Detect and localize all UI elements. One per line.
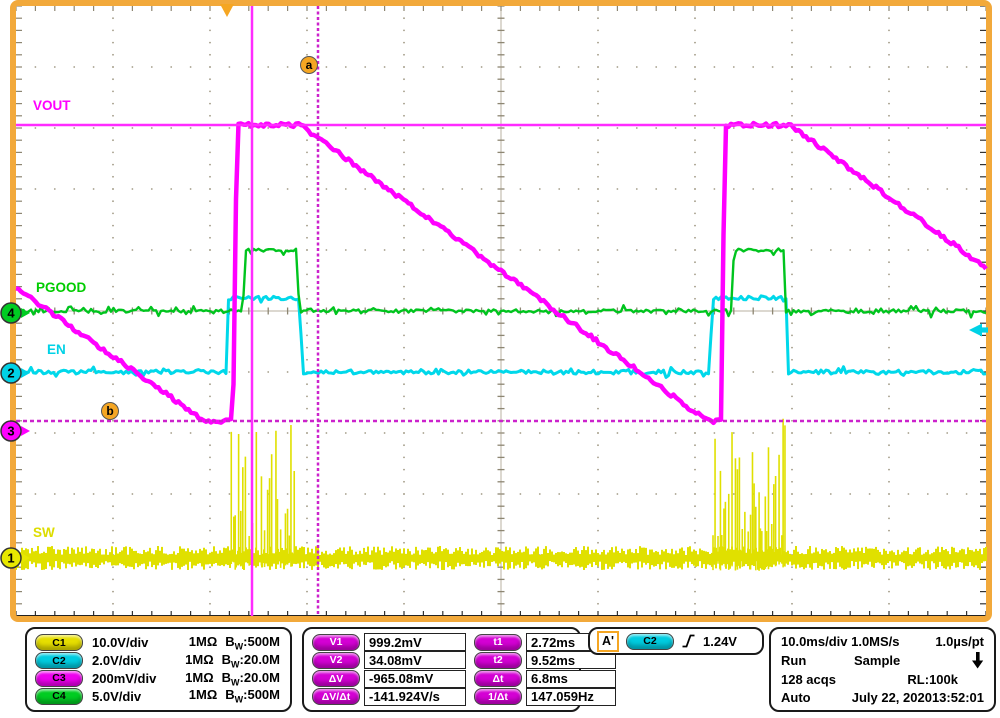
cursor-readout-panel: V1 999.2mV V2 34.08mV ΔV -965.08mV ΔV/Δt -14… <box>302 627 616 712</box>
time-label: 13:52:01 <box>931 690 984 705</box>
voltage-cursor-column: V1 999.2mV V2 34.08mV ΔV -965.08mV ΔV/Δt -14… <box>312 633 466 706</box>
channel-settings-panel: C1 10.0V/div 1MΩ BW:500M C2 2.0V/div 1MΩ B… <box>25 627 292 712</box>
channel-c2-scale: 2.0V/div <box>92 653 142 669</box>
svg-text:b: b <box>106 404 113 418</box>
channel-c1-button[interactable]: C1 <box>35 634 83 652</box>
channel-row: C2 2.0V/div 1MΩ BW:20.0M <box>35 652 280 670</box>
channel-c3-impedance: 1MΩ BW:20.0M <box>185 670 280 688</box>
cursor-freq-pill[interactable]: 1/Δt <box>474 688 522 706</box>
cursor-v1-pill[interactable]: V1 <box>312 633 360 651</box>
trigger-label: A' <box>597 630 619 652</box>
channel-badge-marker-2[interactable]: 2 <box>0 362 30 384</box>
channel-c1-impedance: 1MΩ BW:500M <box>189 634 280 652</box>
svg-text:2: 2 <box>7 366 14 381</box>
arrow-down-icon <box>972 652 984 669</box>
channel-c3-scale: 200mV/div <box>92 670 157 686</box>
trace-en <box>15 294 987 379</box>
trigger-mode: Auto <box>781 690 811 705</box>
readout-bar: C1 10.0V/div 1MΩ BW:500M C2 2.0V/div 1MΩ B… <box>0 622 1000 718</box>
channel-row: C1 10.0V/div 1MΩ BW:500M <box>35 634 280 652</box>
channel-label-vout: VOUT <box>33 98 71 113</box>
trace-vout <box>15 120 988 426</box>
impedance-value: 1MΩ <box>185 651 214 667</box>
bandwidth-value: BW:20.0M <box>221 651 280 670</box>
svg-text:a: a <box>306 58 313 72</box>
trigger-level-arrow[interactable] <box>969 323 988 337</box>
acquisition-state: Run <box>781 653 807 668</box>
cursor-t2-value: 9.52ms <box>526 651 616 670</box>
impedance-value: 1MΩ <box>188 687 218 703</box>
cursor-bubble-b[interactable]: b <box>101 402 119 420</box>
trigger-panel: A' C2 1.24V <box>588 627 764 655</box>
timebase-scale: 10.0ms/div 1.0MS/s <box>781 634 900 649</box>
trace-pgood <box>15 247 987 319</box>
channel-c4-scale: 5.0V/div <box>92 688 142 704</box>
date-label: July 22, 2020 <box>851 690 932 705</box>
acquisition-count: 128 acqs <box>781 672 836 687</box>
trigger-level-value: 1.24V <box>703 633 737 649</box>
cursor-dvdt-value: -141.924V/s <box>364 687 466 706</box>
channel-label-sw: SW <box>33 525 55 540</box>
cursor-v2-pill[interactable]: V2 <box>312 651 360 669</box>
impedance-value: 1MΩ <box>185 669 214 685</box>
channel-c4-impedance: 1MΩ BW:500M <box>189 687 280 705</box>
svg-text:1: 1 <box>7 551 14 566</box>
bandwidth-value: BW:20.0M <box>221 669 280 688</box>
cursor-dt-value: 6.8ms <box>526 669 616 688</box>
channel-label-en: EN <box>47 342 66 357</box>
channel-badge-marker-4[interactable]: 4 <box>0 302 30 324</box>
channel-c3-button[interactable]: C3 <box>35 669 83 687</box>
rising-edge-icon <box>682 634 695 648</box>
channel-c2-impedance: 1MΩ BW:20.0M <box>185 652 280 670</box>
cursor-v1-value: 999.2mV <box>364 633 466 651</box>
timebase-panel: 10.0ms/div 1.0MS/s 1.0µs/pt Run Sample 1… <box>769 627 996 712</box>
channel-badge-marker-1[interactable]: 1 <box>0 547 30 569</box>
sample-resolution: 1.0µs/pt <box>935 634 984 649</box>
bandwidth-value: BW:500M <box>225 634 280 652</box>
channel-c1-scale: 10.0V/div <box>92 635 149 651</box>
impedance-value: 1MΩ <box>188 634 218 650</box>
trace-sw <box>15 418 987 571</box>
cursor-dv-value: -965.08mV <box>364 669 466 688</box>
waveform-display: 4 2 3 1 VOUT PGOOD EN SW a b <box>0 0 992 622</box>
channel-row: C4 5.0V/div 1MΩ BW:500M <box>35 687 280 705</box>
acquisition-mode: Sample <box>854 653 901 668</box>
record-length: RL:100k <box>907 672 958 687</box>
trigger-source-badge[interactable]: C2 <box>626 632 674 650</box>
cursor-freq-value: 147.059Hz <box>526 687 616 706</box>
svg-text:3: 3 <box>7 424 14 439</box>
channel-badge-marker-3[interactable]: 3 <box>0 420 30 442</box>
svg-text:4: 4 <box>7 306 15 321</box>
cursor-dt-pill[interactable]: Δt <box>474 670 522 688</box>
channel-c2-button[interactable]: C2 <box>35 652 83 670</box>
cursor-t1-pill[interactable]: t1 <box>474 633 522 651</box>
cursor-bubble-a[interactable]: a <box>300 56 318 74</box>
channel-c4-button[interactable]: C4 <box>35 687 83 705</box>
channel-row: C3 200mV/div 1MΩ BW:20.0M <box>35 670 280 688</box>
bandwidth-value: BW:500M <box>225 687 280 705</box>
cursor-v2-value: 34.08mV <box>364 651 466 670</box>
cursor-dv-pill[interactable]: ΔV <box>312 670 360 688</box>
cursor-dvdt-pill[interactable]: ΔV/Δt <box>312 688 360 706</box>
trigger-position-marker[interactable] <box>220 4 234 17</box>
cursor-t2-pill[interactable]: t2 <box>474 651 522 669</box>
channel-label-pgood: PGOOD <box>36 280 87 295</box>
